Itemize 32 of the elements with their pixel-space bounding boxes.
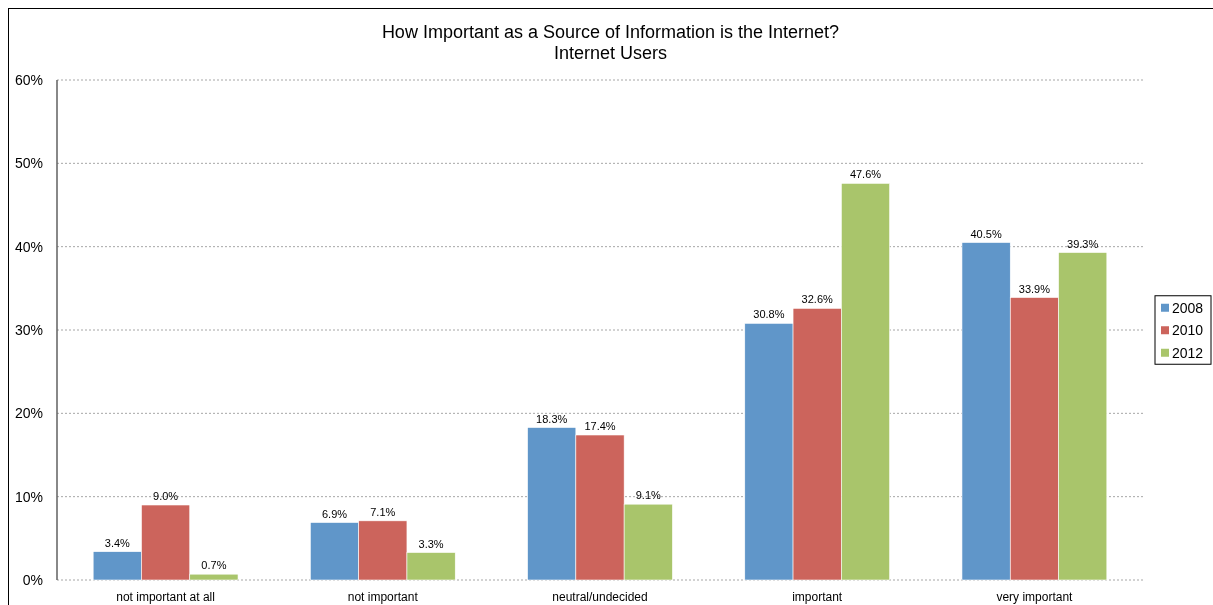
y-tick-label: 60% bbox=[14, 71, 43, 88]
x-tick-label: neutral/undecided bbox=[552, 590, 648, 604]
chart-subtitle: Internet Users bbox=[553, 43, 668, 63]
legend-label: 2010 bbox=[1172, 322, 1204, 339]
chart-title: How Important as a Source of Information is the Internet? bbox=[381, 22, 840, 42]
x-tick-label: very important bbox=[996, 590, 1074, 604]
data-label: 33.9% bbox=[1018, 282, 1051, 295]
y-tick-label: 20% bbox=[14, 405, 43, 422]
y-tick-label: 0% bbox=[22, 571, 43, 588]
data-label: 39.3% bbox=[1067, 237, 1099, 250]
y-tick-label: 40% bbox=[14, 238, 43, 255]
x-tick-label: not important bbox=[347, 590, 419, 604]
legend-label: 2008 bbox=[1172, 299, 1204, 316]
data-label: 3.4% bbox=[104, 536, 131, 549]
x-tick-label: not important at all bbox=[116, 590, 215, 604]
data-label: 9.1% bbox=[635, 489, 662, 502]
data-label: 9.0% bbox=[153, 490, 179, 502]
x-tick-label: important bbox=[792, 590, 843, 604]
legend-label: 2012 bbox=[1172, 344, 1204, 361]
data-label: 0.7% bbox=[201, 559, 227, 572]
data-label: 3.3% bbox=[418, 537, 444, 550]
data-label: 7.1% bbox=[370, 505, 396, 518]
data-label: 18.3% bbox=[536, 412, 568, 425]
data-label: 17.4% bbox=[584, 420, 616, 432]
data-label: 40.5% bbox=[970, 227, 1002, 240]
data-label: 30.8% bbox=[753, 308, 785, 321]
data-label: 32.6% bbox=[801, 293, 834, 306]
data-label: 6.9% bbox=[321, 507, 348, 520]
data-label: 47.6% bbox=[849, 168, 882, 181]
y-tick-label: 10% bbox=[14, 488, 43, 505]
y-tick-label: 50% bbox=[14, 155, 43, 172]
y-tick-label: 30% bbox=[14, 321, 43, 338]
